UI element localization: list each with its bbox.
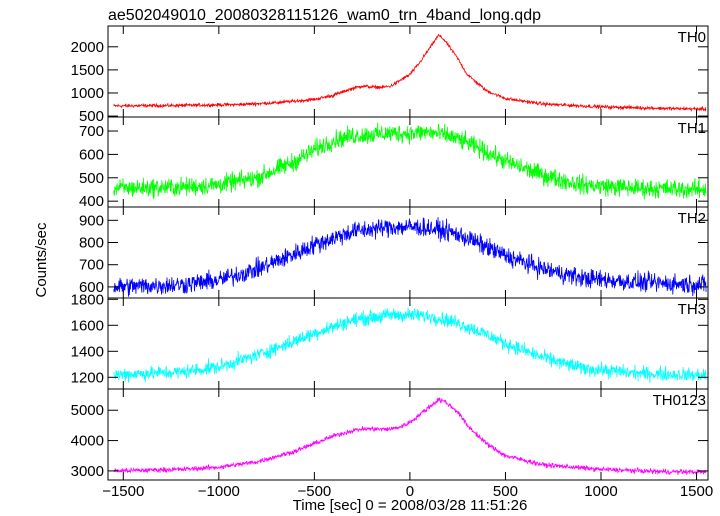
panel-label: TH0 [678,29,706,46]
panel-frame [107,116,709,208]
y-tick-label: 2000 [71,39,104,56]
y-tick-label: 600 [79,146,104,163]
panel-label: TH0123 [653,392,706,409]
y-tick-label: 900 [79,212,104,229]
series-line-th0 [113,33,707,112]
x-tick-label: 0 [406,483,414,500]
x-tick-label: 1000 [584,483,617,500]
x-tick-label: −1500 [102,483,144,500]
x-tick-label: 1500 [680,483,713,500]
panel-frame [107,25,709,118]
y-tick-label: 3000 [71,463,104,480]
panel-label: TH1 [678,120,706,137]
panel-th0123: 3000 4000 5000 TH0123 [71,388,709,481]
x-tick-label: −500 [297,483,331,500]
series-line-th2 [113,217,707,297]
panel-th1: 400 500 600 700 TH1 [79,116,709,210]
y-tick-label: 1800 [71,291,104,308]
y-tick-label: 400 [79,193,104,210]
series-line-th3 [113,307,707,384]
y-tick-label: 700 [79,123,104,140]
x-tick-label: 500 [493,483,518,500]
y-tick-label: 1000 [71,85,104,102]
y-tick-label: 5000 [71,402,104,419]
series-line-th1 [113,122,707,200]
panel-th3: 1200 1400 1600 1800 TH3 [71,291,709,390]
x-tick-label: −1000 [198,483,240,500]
y-tick-label: 4000 [71,433,104,450]
y-tick-label: 700 [79,257,104,274]
panel-stack: 500 1000 1500 2000 TH0 400 500 600 700 TH1 600 700 8… [71,25,713,500]
y-tick-label: 1500 [71,62,104,79]
y-tick-label: 1600 [71,317,104,334]
panel-frame [107,388,709,481]
panel-label: TH3 [678,301,706,318]
y-tick-label: 1400 [71,343,104,360]
x-axis-label: Time [sec] 0 = 2008/03/28 11:51:26 [293,497,528,514]
panel-th2: 600 700 800 900 TH2 [79,206,709,299]
y-tick-label: 600 [79,279,104,296]
y-tick-label: 800 [79,235,104,252]
panel-th0: 500 1000 1500 2000 TH0 [71,25,709,125]
y-tick-label: 500 [79,108,104,125]
y-axis-label: Counts/sec [33,222,50,298]
y-tick-label: 500 [79,170,104,187]
chart-title: ae502049010_20080328115126_wam0_trn_4ban… [108,7,541,24]
y-tick-label: 1200 [71,369,104,386]
panel-label: TH2 [678,210,706,227]
series-line-th0123 [113,397,707,476]
